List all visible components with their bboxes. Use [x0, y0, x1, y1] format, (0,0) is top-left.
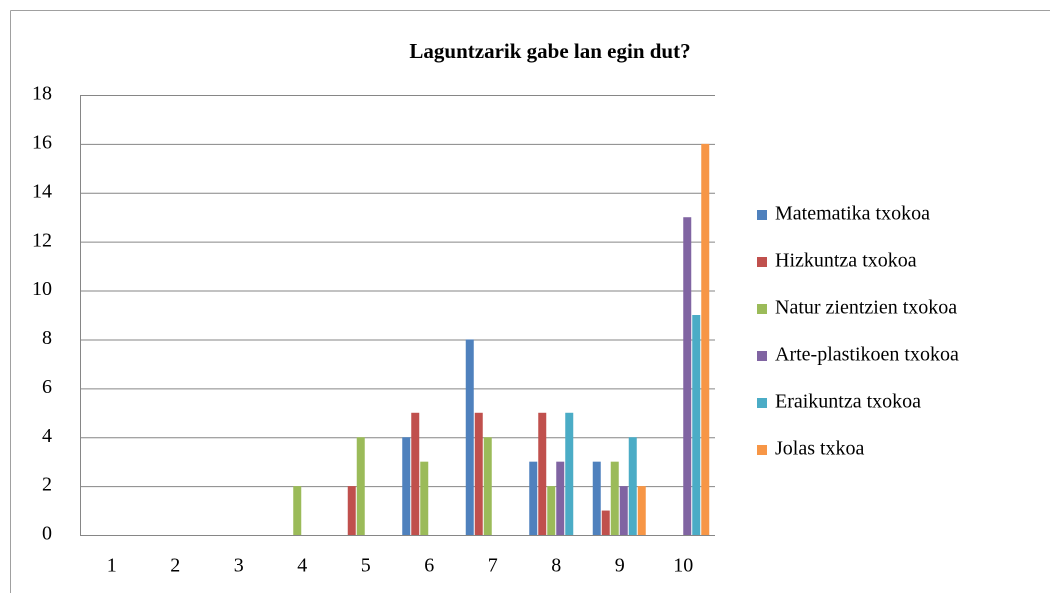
bar [565, 412, 574, 535]
legend-label: Matematika txokoa [775, 203, 930, 225]
y-tick-label: 6 [42, 376, 52, 398]
bar [402, 437, 411, 535]
legend-label: Natur zientzien txokoa [775, 297, 957, 319]
x-tick-label: 1 [107, 555, 117, 577]
bar [556, 461, 565, 535]
bar [347, 486, 356, 535]
y-tick-label: 14 [32, 180, 52, 202]
bar [610, 461, 619, 535]
x-tick-label: 3 [234, 555, 244, 577]
y-tick-label: 2 [42, 474, 52, 496]
x-tick-label: 9 [615, 555, 625, 577]
legend-swatch [757, 398, 767, 408]
bar [628, 437, 637, 535]
x-tick-label: 6 [424, 555, 434, 577]
bar [411, 412, 420, 535]
x-tick-label: 10 [673, 555, 693, 577]
y-tick-label: 0 [42, 523, 52, 545]
bar [619, 486, 628, 535]
y-tick-label: 8 [42, 327, 52, 349]
y-tick-label: 4 [42, 425, 52, 447]
bar [601, 510, 610, 535]
x-tick-label: 2 [170, 555, 180, 577]
bar [529, 461, 538, 535]
bar [701, 143, 710, 535]
legend-swatch [757, 210, 767, 220]
bar [483, 437, 492, 535]
bar [293, 486, 302, 535]
y-tick-label: 10 [32, 278, 52, 300]
x-tick-label: 5 [361, 555, 371, 577]
bar [420, 461, 429, 535]
chart-title: Laguntzarik gabe lan egin dut? [409, 39, 690, 63]
legend-swatch [757, 257, 767, 267]
y-tick-label: 18 [32, 83, 52, 105]
bar [538, 412, 547, 535]
bar [683, 217, 692, 535]
y-tick-label: 16 [32, 131, 52, 153]
x-tick-label: 7 [488, 555, 498, 577]
bar [356, 437, 365, 535]
bar [474, 412, 483, 535]
x-tick-label: 8 [551, 555, 561, 577]
legend-swatch [757, 445, 767, 455]
legend-label: Eraikuntza txokoa [775, 391, 921, 413]
bar [547, 486, 556, 535]
legend-label: Jolas txkoa [775, 438, 865, 460]
legend-swatch [757, 304, 767, 314]
legend-swatch [757, 351, 767, 361]
bar [465, 339, 474, 535]
y-tick-label: 12 [32, 229, 52, 251]
legend-label: Hizkuntza txokoa [775, 250, 917, 272]
x-tick-label: 4 [297, 555, 307, 577]
bar [592, 461, 601, 535]
bar [692, 315, 701, 535]
legend-label: Arte-plastikoen txokoa [775, 344, 959, 366]
bar [637, 486, 646, 535]
